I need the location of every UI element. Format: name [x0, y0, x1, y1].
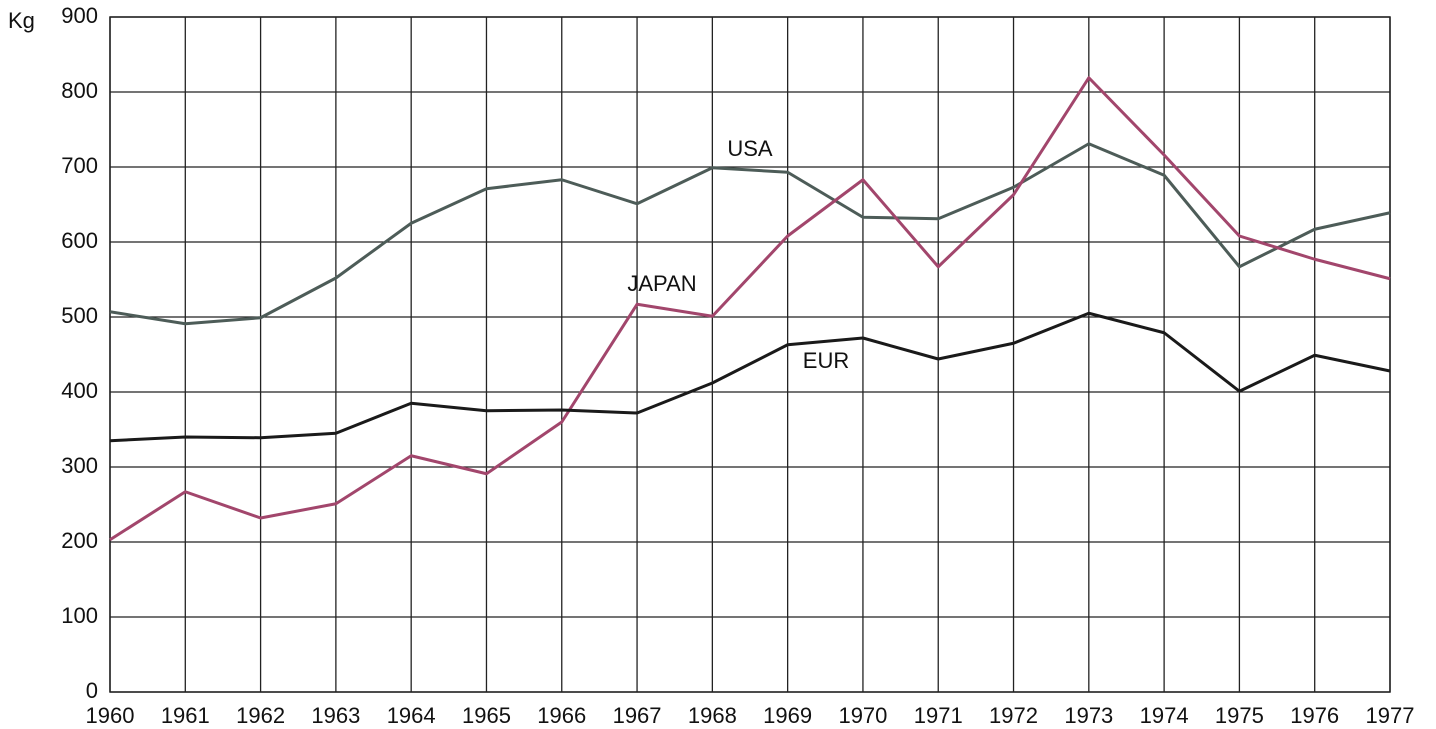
series-label: USA [727, 136, 773, 161]
y-tick-label: 400 [61, 378, 98, 403]
series-label: EUR [803, 348, 849, 373]
x-tick-label: 1960 [86, 703, 135, 728]
x-tick-label: 1977 [1366, 703, 1415, 728]
y-tick-label: 200 [61, 528, 98, 553]
series-line [109, 142, 1391, 326]
x-tick-label: 1974 [1140, 703, 1189, 728]
y-tick-label: 100 [61, 603, 98, 628]
y-tick-label: 900 [61, 3, 98, 28]
y-tick-label: 800 [61, 78, 98, 103]
x-tick-label: 1961 [161, 703, 210, 728]
x-tick-label: 1967 [613, 703, 662, 728]
x-tick-label: 1975 [1215, 703, 1264, 728]
series-line [109, 76, 1391, 542]
x-tick-label: 1964 [387, 703, 436, 728]
series-label: JAPAN [627, 271, 696, 296]
x-tick-label: 1963 [311, 703, 360, 728]
x-tick-label: 1973 [1064, 703, 1113, 728]
y-tick-label: 700 [61, 153, 98, 178]
x-tick-label: 1972 [989, 703, 1038, 728]
plot-frame [109, 16, 1391, 693]
x-tick-label: 1976 [1290, 703, 1339, 728]
x-tick-label: 1969 [763, 703, 812, 728]
y-tick-label: 0 [86, 678, 98, 703]
y-axis-label: Kg [8, 8, 35, 33]
x-tick-label: 1968 [688, 703, 737, 728]
x-tick-label: 1965 [462, 703, 511, 728]
y-tick-label: 500 [61, 303, 98, 328]
y-tick-label: 600 [61, 228, 98, 253]
x-tick-label: 1971 [914, 703, 963, 728]
y-tick-label: 300 [61, 453, 98, 478]
x-tick-label: 1970 [838, 703, 887, 728]
x-tick-label: 1966 [537, 703, 586, 728]
x-tick-label: 1962 [236, 703, 285, 728]
series-line [109, 311, 1391, 443]
